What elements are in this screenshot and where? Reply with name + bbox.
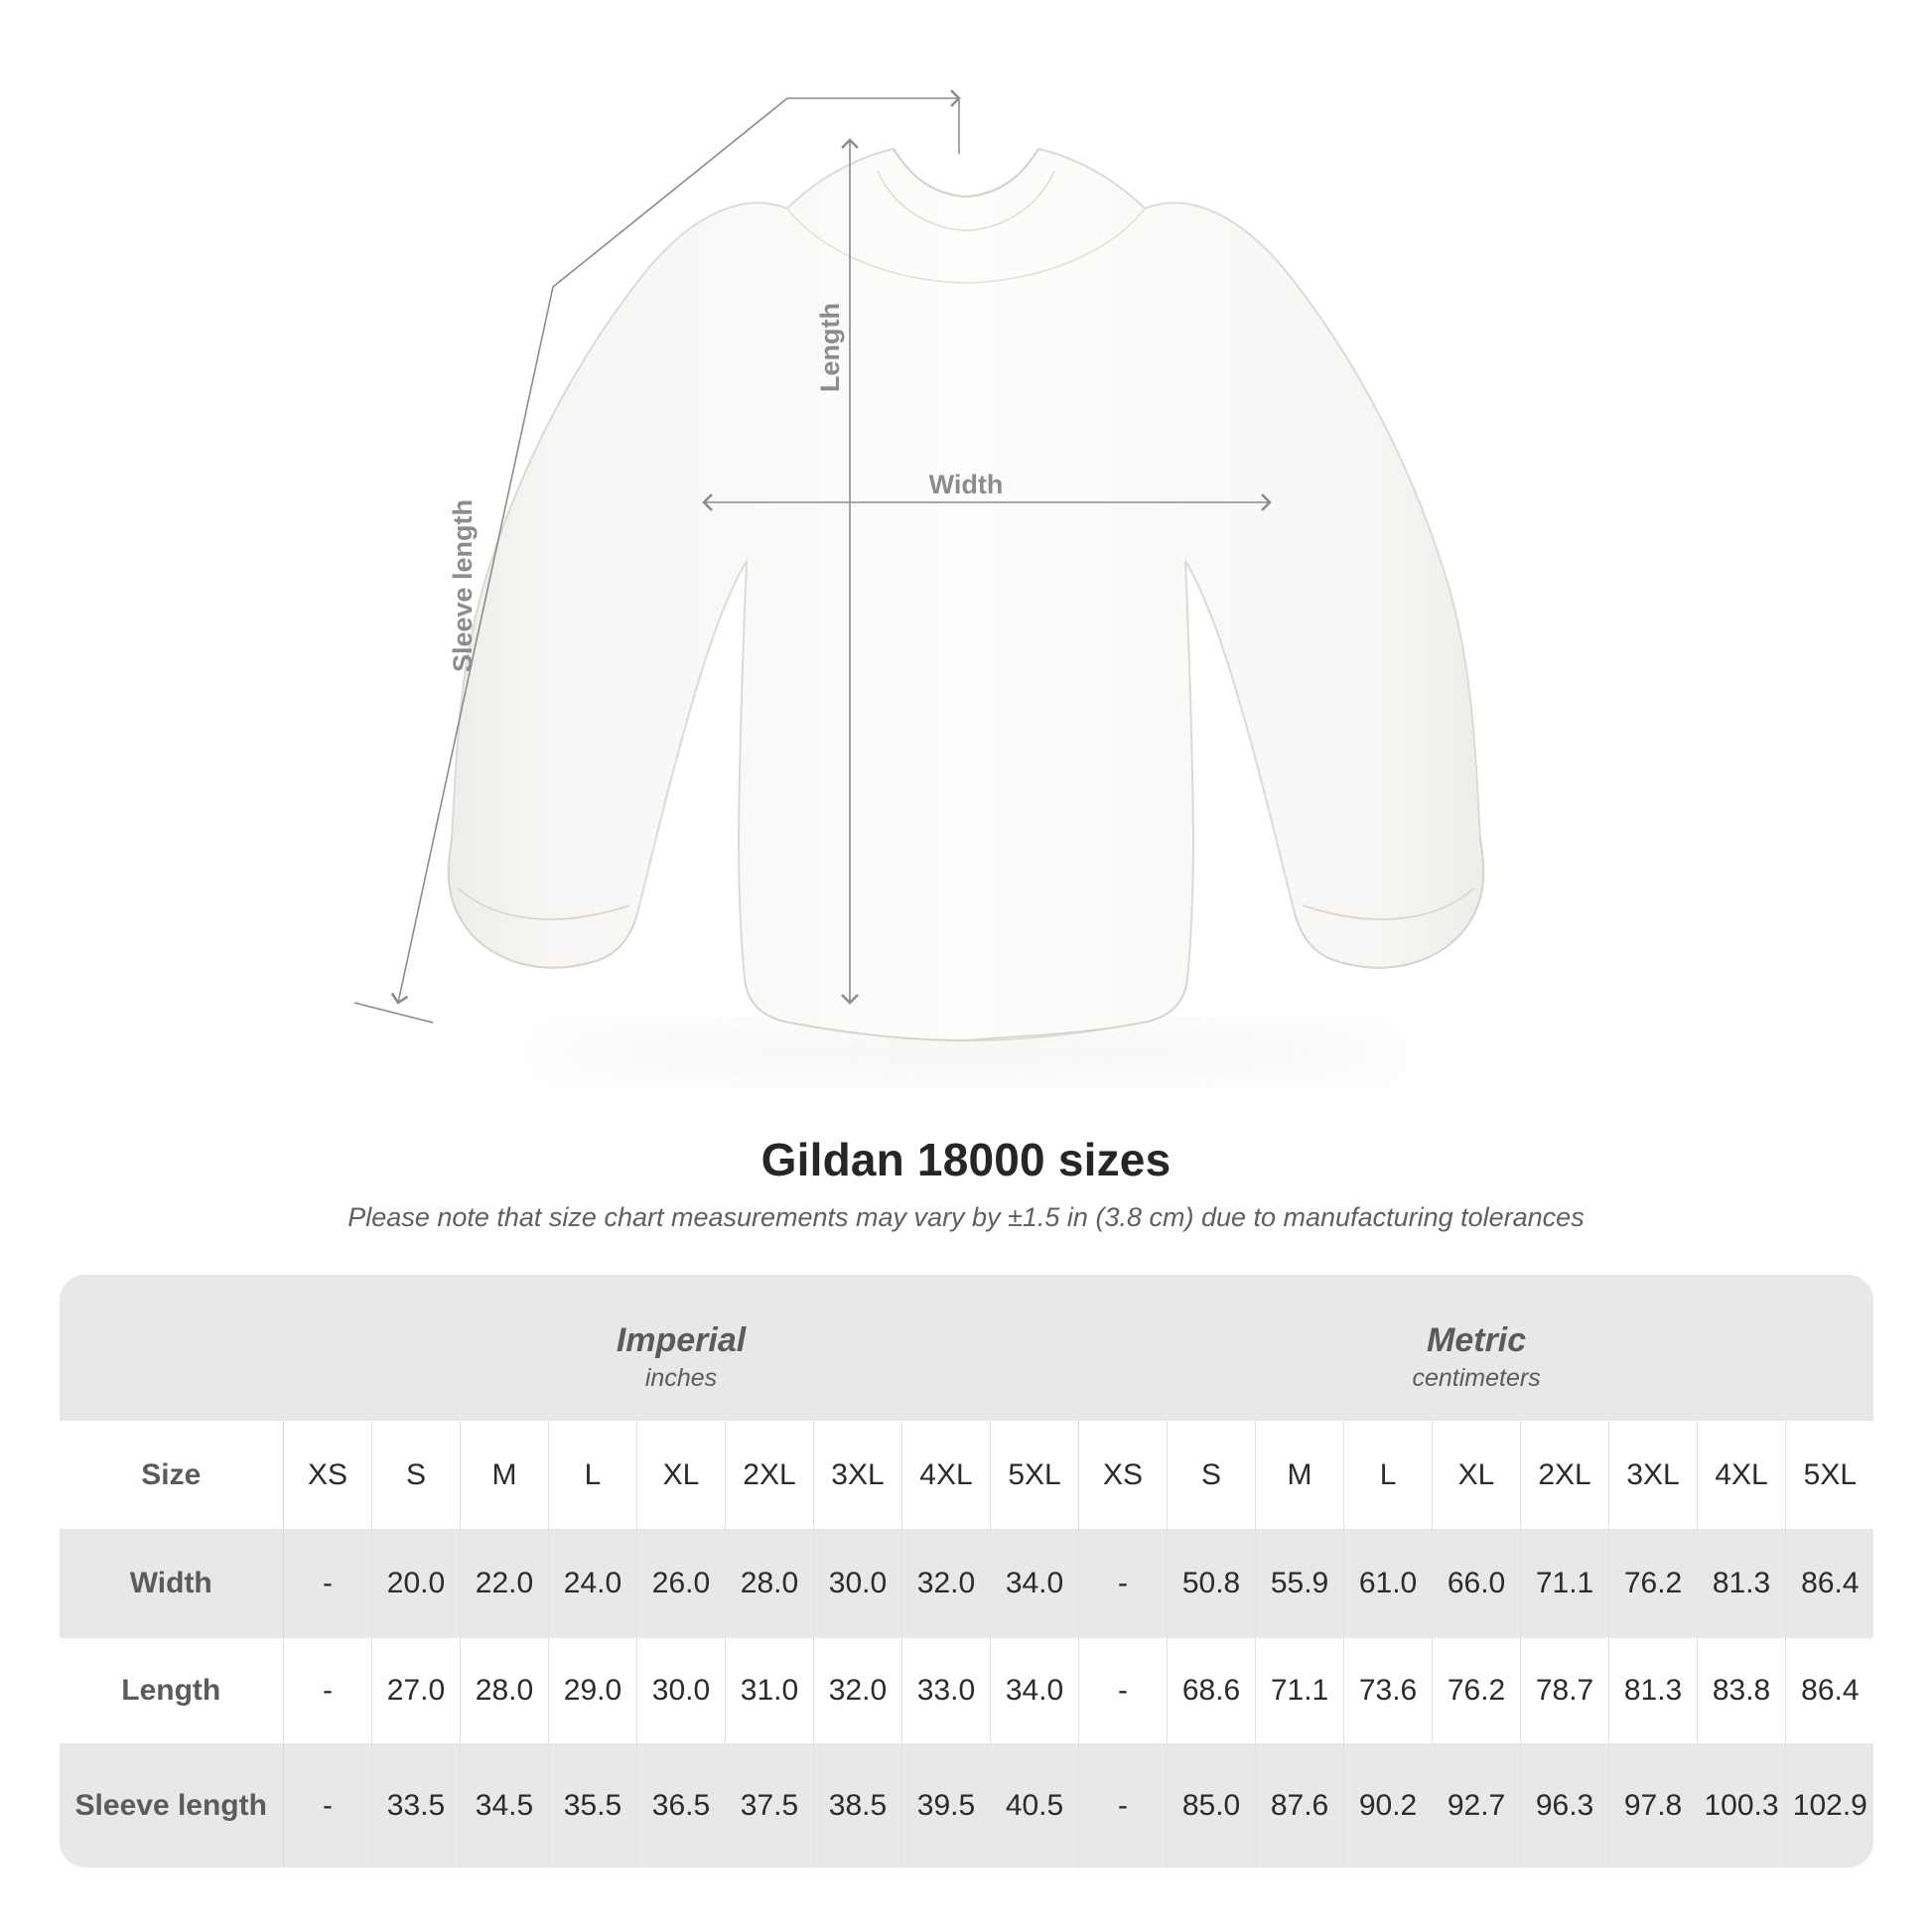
svg-text:Width: Width — [929, 470, 1004, 499]
svg-text:Length: Length — [815, 303, 845, 392]
svg-text:Sleeve length: Sleeve length — [448, 499, 478, 672]
